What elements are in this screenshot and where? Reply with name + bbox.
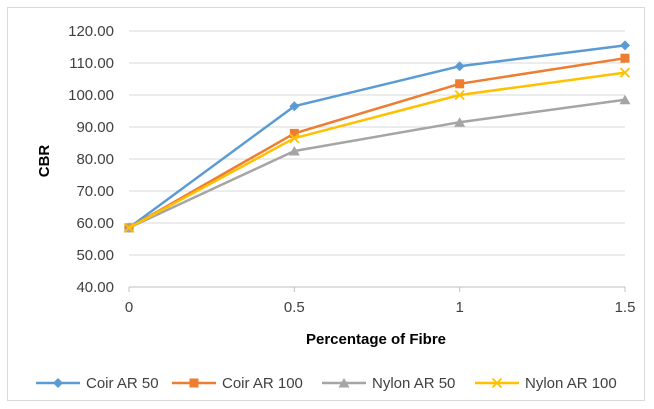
marker-stroke — [619, 67, 631, 78]
data-point — [288, 146, 300, 156]
y-tick-label: 90.00 — [76, 119, 114, 136]
y-tick-label: 50.00 — [76, 247, 114, 264]
data-point — [455, 79, 465, 89]
legend-marker — [53, 378, 63, 388]
series-coir-ar-50 — [124, 40, 630, 233]
data-point — [289, 101, 300, 112]
x-tick-label: 0 — [125, 299, 133, 316]
legend-item: Nylon AR 50 — [322, 375, 455, 392]
y-tick-label: 70.00 — [76, 183, 114, 200]
marker-stroke — [123, 222, 135, 233]
y-tick-label: 100.00 — [68, 87, 114, 104]
series-coir-ar-100 — [124, 53, 630, 233]
legend-label: Nylon AR 100 — [525, 375, 617, 392]
y-tick-label: 60.00 — [76, 215, 114, 232]
data-point — [454, 117, 466, 127]
data-point — [620, 53, 630, 63]
series-line — [128, 44, 626, 229]
x-tick-label: 0.5 — [284, 299, 305, 316]
series-group — [123, 40, 631, 233]
x-tick-label: 1 — [455, 299, 463, 316]
legend-label: Nylon AR 50 — [372, 375, 455, 392]
legend-label: Coir AR 50 — [86, 375, 159, 392]
x-tick-label: 1.5 — [615, 299, 636, 316]
series-line — [128, 71, 626, 229]
data-point — [289, 128, 299, 138]
x-axis-title: Percentage of Fibre — [306, 331, 446, 348]
legend-item: Coir AR 100 — [172, 375, 303, 392]
marker-stroke — [491, 377, 503, 389]
marker-stroke — [289, 133, 300, 144]
data-point — [619, 67, 631, 78]
series-nylon-ar-100 — [123, 67, 631, 233]
legend-item: Coir AR 50 — [36, 375, 159, 392]
tick-labels: 40.00 50.00 60.00 70.00 80.00 90.00 100.00 110.… — [68, 23, 635, 316]
y-tick-label: 40.00 — [76, 279, 114, 296]
legend-label: Coir AR 100 — [222, 375, 303, 392]
y-tick-label: 110.00 — [69, 55, 114, 72]
legend: Coir AR 50 Coir AR 100 Nylon AR 50 Nylon AR… — [36, 375, 617, 392]
gridlines — [129, 30, 625, 256]
y-tick-label: 120.00 — [68, 23, 114, 40]
axes — [128, 286, 626, 292]
series-line — [128, 98, 626, 229]
marker-stroke — [454, 89, 465, 101]
legend-marker — [491, 377, 503, 389]
data-point — [620, 40, 630, 51]
data-point — [289, 133, 300, 144]
data-point — [619, 94, 631, 105]
legend-item: Nylon AR 100 — [475, 375, 617, 392]
y-axis-title: CBR — [36, 145, 53, 178]
legend-marker — [189, 378, 199, 388]
series-line — [128, 56, 626, 229]
legend-marker — [338, 378, 350, 388]
data-point — [454, 89, 465, 101]
data-point — [454, 61, 465, 72]
y-tick-label: 80.00 — [76, 151, 114, 168]
data-point — [123, 222, 135, 233]
